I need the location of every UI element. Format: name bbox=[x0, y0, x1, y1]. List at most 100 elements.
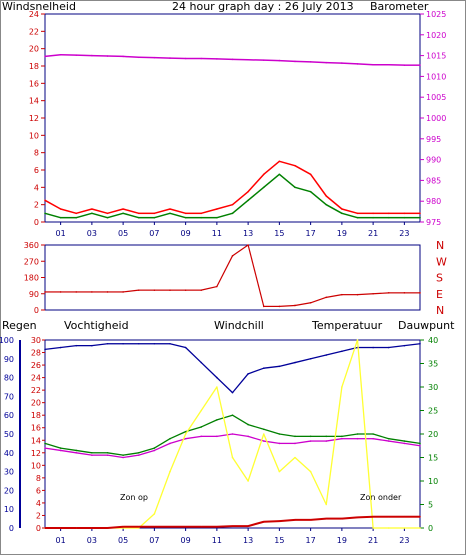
bottom-series-3-point bbox=[262, 433, 265, 435]
series-2-segment bbox=[232, 199, 249, 214]
bottom-series-3-point bbox=[247, 480, 249, 482]
bottom-series-1-point bbox=[59, 447, 62, 449]
bottom-series-4-point bbox=[419, 515, 421, 518]
bottom-series-2-point bbox=[184, 437, 187, 440]
series-1-segment bbox=[60, 208, 77, 215]
bottom-series-1-point bbox=[372, 433, 374, 435]
direction-y-tick-label: 180 bbox=[24, 274, 39, 283]
bottom-series-0-segment bbox=[263, 365, 280, 369]
series-2-segment bbox=[278, 173, 296, 188]
direction-segment bbox=[232, 244, 249, 257]
series-0-point bbox=[403, 64, 406, 66]
series-0-point bbox=[278, 59, 281, 62]
bottom-series-2-point bbox=[294, 442, 296, 445]
direction-segment bbox=[326, 294, 342, 298]
series-2-point bbox=[44, 212, 46, 215]
bottom-series-1-segment bbox=[232, 414, 249, 426]
bottom-series-2-segment bbox=[107, 454, 124, 459]
bottom-series-0-point bbox=[153, 342, 156, 345]
series-2-segment bbox=[122, 212, 139, 219]
bottom-series-2-segment bbox=[154, 442, 171, 452]
bottom-series-2-point bbox=[75, 452, 78, 454]
temperature-y-tick-label: 35 bbox=[428, 360, 438, 369]
series-1-point bbox=[262, 173, 265, 176]
bottom-series-0-point bbox=[106, 342, 109, 345]
rain-y-tick-label: 24 bbox=[31, 374, 41, 383]
bottom-series-2-segment bbox=[123, 454, 139, 459]
bottom-series-3-point bbox=[200, 409, 203, 412]
series-0-point bbox=[91, 54, 93, 57]
bottom-series-0-point bbox=[44, 348, 46, 351]
direction-segment bbox=[373, 292, 389, 295]
series-1-point bbox=[122, 208, 124, 210]
rain-y-tick-label: 6 bbox=[36, 486, 41, 495]
barometer-y-tick-label: 1025 bbox=[426, 10, 446, 19]
bottom-x-tick-label: 05 bbox=[118, 536, 128, 545]
bottom-series-3-segment bbox=[310, 471, 327, 505]
bottom-x-tick-label: 01 bbox=[56, 536, 66, 545]
rain-y-tick-label: 12 bbox=[31, 449, 41, 458]
series-2-point bbox=[387, 216, 390, 219]
series-1-point bbox=[44, 199, 46, 202]
series-1-point bbox=[200, 212, 203, 215]
bottom-x-tick-label: 19 bbox=[337, 536, 347, 545]
direction-segment bbox=[357, 293, 374, 296]
series-1-point bbox=[153, 212, 156, 215]
series-0-point bbox=[419, 64, 421, 66]
bottom-series-1-point bbox=[403, 440, 406, 442]
direction-point bbox=[356, 293, 359, 296]
bottom-series-1-point bbox=[137, 452, 140, 454]
bottom-series-4-point bbox=[325, 517, 328, 520]
bottom-x-tick-label: 23 bbox=[399, 536, 409, 545]
bottom-series-1-point bbox=[200, 426, 203, 428]
bottom-series-2-segment bbox=[388, 440, 405, 445]
rain-y-tick-label: 26 bbox=[31, 361, 41, 370]
bottom-series-4-segment bbox=[263, 520, 280, 523]
bottom-series-0-point bbox=[372, 346, 374, 349]
bottom-series-0-segment bbox=[326, 350, 343, 356]
direction-segment bbox=[310, 296, 327, 304]
bottom-series-4-point bbox=[231, 525, 234, 527]
series-2-point bbox=[419, 216, 421, 219]
rain-y-tick-label: 0 bbox=[36, 524, 41, 533]
bottom-series-1-segment bbox=[372, 433, 389, 440]
humidity-y-tick-label: 60 bbox=[4, 411, 14, 420]
sunset-label: Zon onder bbox=[360, 493, 402, 502]
bottom-series-4-point bbox=[372, 515, 374, 518]
bottom-series-4-point bbox=[262, 520, 265, 523]
barometer-y-tick-label: 985 bbox=[426, 176, 441, 185]
series-0-point bbox=[44, 55, 46, 58]
bottom-series-0-point bbox=[294, 361, 296, 364]
bottom-series-2-segment bbox=[216, 433, 233, 437]
barometer-label: Barometer bbox=[370, 0, 429, 13]
wind-y-tick-label: 6 bbox=[34, 166, 39, 175]
temperature-y-tick-label: 15 bbox=[428, 454, 438, 463]
wind-x-tick-label: 17 bbox=[306, 229, 316, 238]
direction-point bbox=[200, 289, 203, 291]
bottom-series-4-point bbox=[294, 519, 296, 521]
series-2-segment bbox=[341, 212, 358, 219]
bottom-series-4-point bbox=[184, 525, 187, 528]
barometer-y-tick-label: 1015 bbox=[426, 52, 446, 61]
bottom-series-1-segment bbox=[138, 447, 155, 454]
rain-y-tick-label: 22 bbox=[31, 386, 41, 395]
bottom-series-1-point bbox=[294, 435, 296, 438]
series-2-point bbox=[75, 216, 78, 219]
series-2-point bbox=[356, 216, 359, 219]
bottom-series-0-point bbox=[122, 342, 124, 345]
direction-point bbox=[247, 244, 249, 246]
wind-y-tick-label: 4 bbox=[34, 183, 39, 192]
direction-point bbox=[262, 305, 265, 308]
bottom-series-1-segment bbox=[388, 438, 405, 442]
bottom-series-3-point bbox=[387, 527, 390, 529]
bottom-series-0-segment bbox=[216, 377, 233, 394]
series-0-point bbox=[184, 57, 187, 60]
wind-x-tick-label: 21 bbox=[368, 229, 378, 238]
bottom-series-1-point bbox=[231, 414, 234, 417]
series-2-point bbox=[262, 186, 265, 189]
series-2-segment bbox=[310, 191, 327, 206]
series-1-point bbox=[278, 160, 281, 163]
series-0-point bbox=[309, 61, 312, 63]
direction-point bbox=[169, 289, 171, 291]
bottom-series-0-segment bbox=[404, 343, 421, 347]
